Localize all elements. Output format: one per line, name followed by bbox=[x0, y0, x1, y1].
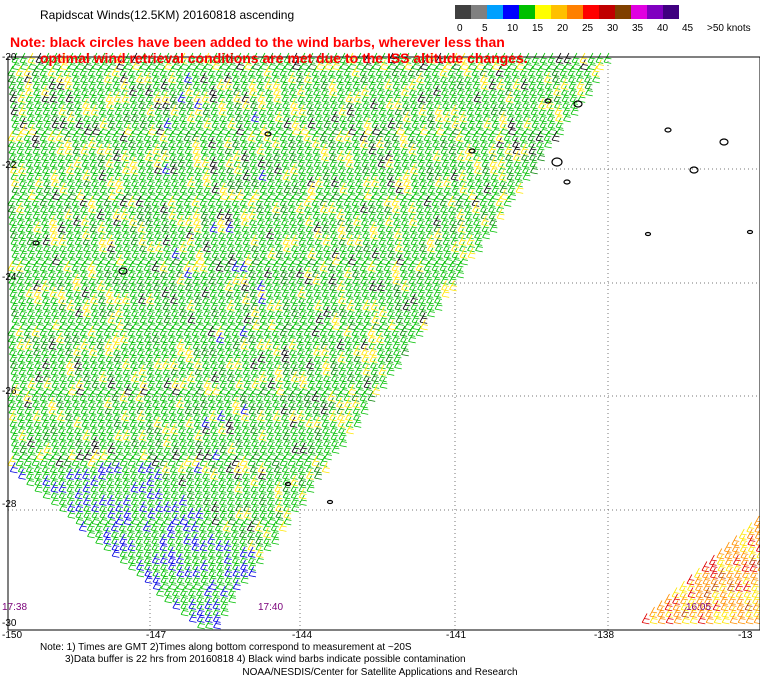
barb-group-brown bbox=[681, 554, 760, 618]
note-line-2: optimal wind retrieval conditions are me… bbox=[40, 50, 528, 66]
legend-swatch bbox=[551, 5, 567, 19]
island-outline bbox=[326, 499, 334, 505]
map-title: Rapidscat Winds(12.5KM) 20160818 ascendi… bbox=[40, 8, 295, 22]
legend-swatch bbox=[567, 5, 583, 19]
island-outline bbox=[284, 481, 292, 487]
island-outline bbox=[32, 240, 40, 246]
legend-swatch bbox=[487, 5, 503, 19]
lat-label-20: -20 bbox=[2, 52, 17, 63]
lat-lon-grid bbox=[8, 56, 760, 630]
island-outline bbox=[544, 98, 552, 104]
island-outline bbox=[264, 131, 272, 137]
lat-label-28: -28 bbox=[2, 499, 17, 510]
legend-label: 0 bbox=[457, 23, 463, 34]
island-outline bbox=[719, 138, 729, 146]
island-outline bbox=[573, 100, 583, 108]
wind-speed-legend: 0 5 10 15 20 25 30 35 40 45 >50 knots bbox=[455, 5, 751, 34]
footer-line-1: Note: 1) Times are GMT 2)Times along bot… bbox=[40, 642, 412, 653]
lon-label-13: -13 bbox=[738, 630, 753, 641]
map-frame bbox=[7, 56, 760, 631]
time-label-right: 16:05 bbox=[686, 602, 712, 613]
legend-label: 20 bbox=[557, 23, 569, 34]
legend-swatch bbox=[615, 5, 631, 19]
lat-label-22: -22 bbox=[2, 160, 17, 171]
lon-label-138: -138 bbox=[594, 630, 615, 641]
legend-swatch bbox=[519, 5, 535, 19]
footer-notes: Note: 1) Times are GMT 2)Times along bot… bbox=[40, 642, 466, 666]
lat-label-24: -24 bbox=[2, 272, 17, 283]
legend-swatch bbox=[471, 5, 487, 19]
legend-swatch bbox=[647, 5, 663, 19]
barb-group-red bbox=[641, 535, 760, 625]
legend-label: 10 bbox=[507, 23, 519, 34]
lon-label-144: -144 bbox=[292, 630, 313, 641]
lat-label-26: -26 bbox=[2, 386, 17, 397]
island-outline bbox=[746, 229, 754, 235]
time-label-mid: 17:40 bbox=[258, 602, 284, 613]
lon-label-141: -141 bbox=[446, 630, 467, 641]
legend-swatch bbox=[535, 5, 551, 19]
legend-swatch bbox=[583, 5, 599, 19]
legend-label: 5 bbox=[482, 23, 488, 34]
note-line-1: Note: black circles have been added to t… bbox=[10, 34, 505, 50]
legend-swatch bbox=[599, 5, 615, 19]
island-outline bbox=[118, 267, 128, 275]
island-outline bbox=[689, 166, 699, 174]
legend-label: >50 knots bbox=[707, 23, 751, 34]
footer-line-2: 3)Data buffer is 22 hrs from 20160818 4)… bbox=[65, 654, 466, 665]
legend-label: 40 bbox=[657, 23, 669, 34]
legend-label: 30 bbox=[607, 23, 619, 34]
island-outlines bbox=[32, 98, 754, 505]
island-outline bbox=[563, 179, 571, 185]
island-outline bbox=[664, 127, 672, 133]
lon-label-150: -150 bbox=[2, 630, 23, 641]
time-label-left: 17:38 bbox=[2, 602, 28, 613]
legend-swatch bbox=[631, 5, 647, 19]
legend-swatch bbox=[663, 5, 679, 19]
legend-label: 35 bbox=[632, 23, 644, 34]
island-outline bbox=[551, 157, 563, 167]
contamination-note: Note: black circles have been added to t… bbox=[10, 34, 528, 66]
legend-label: 25 bbox=[582, 23, 594, 34]
credit-line: NOAA/NESDIS/Center for Satellite Applica… bbox=[242, 667, 518, 678]
lat-label-30: -30 bbox=[2, 618, 17, 629]
legend-color-bar bbox=[455, 5, 679, 19]
legend-label: 45 bbox=[682, 23, 694, 34]
legend-swatch bbox=[455, 5, 471, 19]
barb-group-green bbox=[7, 52, 612, 630]
barb-group-blue bbox=[9, 72, 267, 630]
legend-swatch bbox=[503, 5, 519, 19]
lon-label-147: -147 bbox=[146, 630, 167, 641]
island-outline bbox=[644, 231, 652, 237]
legend-label: 15 bbox=[532, 23, 544, 34]
wind-barbs bbox=[7, 52, 760, 630]
island-outline bbox=[468, 148, 476, 154]
